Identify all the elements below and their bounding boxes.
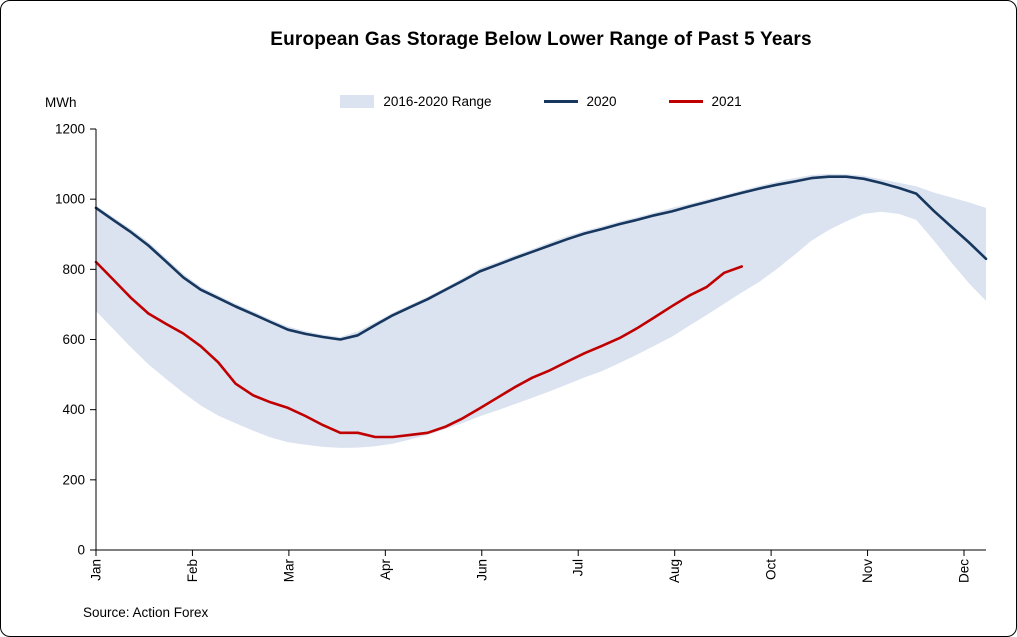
- y-tick-label: 600: [62, 332, 85, 347]
- y-tick-label: 400: [62, 402, 85, 417]
- x-tick-label: Feb: [185, 559, 200, 582]
- range-band-area: [96, 173, 986, 448]
- x-tick-label: Mar: [281, 558, 296, 582]
- series-2020-swatch: [543, 100, 578, 103]
- y-tick-label: 800: [62, 262, 85, 277]
- y-tick-label: 0: [77, 543, 85, 558]
- legend-item-2021: 2021: [668, 94, 742, 109]
- range-band-swatch: [340, 95, 375, 108]
- legend-label-2020: 2020: [586, 94, 617, 109]
- y-tick-label: 1000: [55, 192, 85, 207]
- series-line-2021: [94, 260, 743, 439]
- y-tick-label: 200: [62, 472, 85, 487]
- chart-title: European Gas Storage Below Lower Range o…: [270, 29, 812, 50]
- legend: 2016-2020 Range 2020 2021: [96, 94, 986, 109]
- series-line-2020: [94, 175, 988, 341]
- x-tick-label: Oct: [764, 559, 779, 580]
- legend-label-range: 2016-2020 Range: [383, 94, 492, 109]
- series-2021-swatch: [668, 100, 703, 103]
- legend-item-2020: 2020: [543, 94, 617, 109]
- x-tick-label: Jan: [89, 559, 104, 581]
- x-tick-label: Apr: [378, 559, 393, 581]
- y-axis-unit-label: MWh: [45, 95, 77, 110]
- x-tick-label: Aug: [667, 559, 682, 583]
- legend-item-range: 2016-2020 Range: [340, 94, 492, 109]
- source-note: Source: Action Forex: [83, 605, 209, 620]
- x-tick-label: Nov: [860, 559, 875, 583]
- x-tick-label: Jun: [474, 559, 489, 581]
- x-tick-label: Jul: [571, 559, 586, 576]
- y-tick-label: 1200: [55, 122, 85, 137]
- legend-label-2021: 2021: [711, 94, 742, 109]
- x-tick-label: Dec: [957, 559, 972, 583]
